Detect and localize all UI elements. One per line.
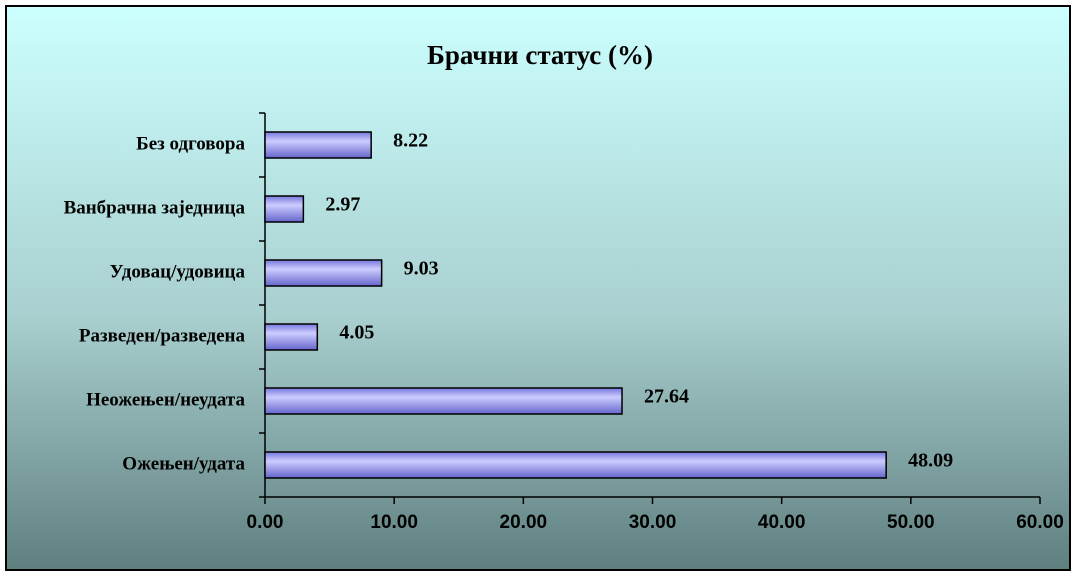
y-tick-label: Ванбрачна заједница <box>64 197 246 218</box>
y-tick-label: Неожењен/неудата <box>86 389 245 410</box>
data-label: 4.05 <box>339 322 374 344</box>
x-tick-label: 60.00 <box>1016 512 1064 533</box>
bar <box>264 323 319 351</box>
data-label: 8.22 <box>393 130 428 152</box>
y-tick-label: Ожењен/удата <box>122 453 245 474</box>
data-label: 48.09 <box>908 450 953 472</box>
x-tick-label: 50.00 <box>887 512 935 533</box>
y-tick-label: Разведен/разведена <box>79 325 246 346</box>
data-label: 2.97 <box>325 194 360 216</box>
bar <box>264 451 887 479</box>
data-label: 9.03 <box>404 258 439 280</box>
x-tick-label: 40.00 <box>758 512 806 533</box>
chart-title: Брачни статус (%) <box>427 40 653 70</box>
x-tick-label: 10.00 <box>370 512 418 533</box>
x-tick-label: 30.00 <box>629 512 677 533</box>
x-tick-label: 20.00 <box>500 512 548 533</box>
chart-area <box>5 5 1071 571</box>
y-tick-label: Удовац/удовица <box>110 261 246 282</box>
bar <box>264 131 372 159</box>
bar <box>264 195 305 223</box>
bar <box>264 259 383 287</box>
x-tick-label: 0.00 <box>247 512 284 533</box>
y-tick-label: Без одговора <box>136 133 245 154</box>
data-label: 27.64 <box>644 386 689 408</box>
bar <box>264 387 623 415</box>
